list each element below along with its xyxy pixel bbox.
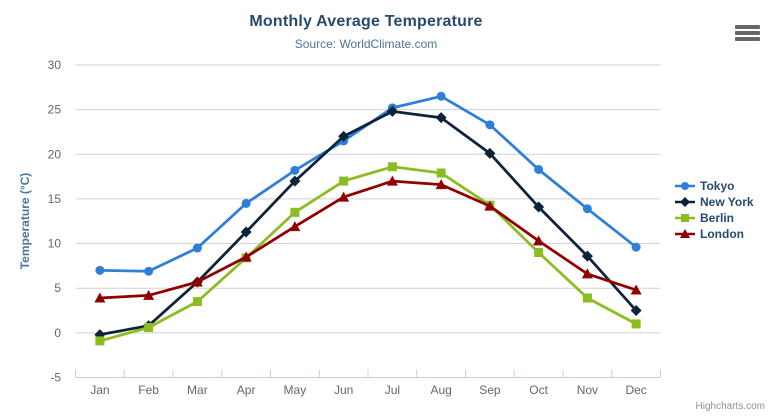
legend-item-berlin[interactable]: Berlin: [675, 210, 754, 226]
data-point-london-jun[interactable]: [338, 191, 350, 202]
data-point-new-york-aug[interactable]: [435, 112, 447, 124]
data-point-new-york-may[interactable]: [289, 175, 301, 187]
data-point-tokyo-sep[interactable]: [485, 120, 495, 130]
data-point-berlin-oct[interactable]: [534, 248, 544, 257]
square-marker-icon: [681, 214, 689, 222]
y-axis-label: 10: [48, 237, 62, 251]
chart-subtitle: Source: WorldClimate.com: [294, 37, 438, 51]
data-point-london-apr[interactable]: [240, 251, 252, 262]
series-line-new-york: [99, 110, 638, 336]
legend-item-london[interactable]: London: [675, 226, 754, 242]
data-point-tokyo-feb[interactable]: [144, 266, 154, 276]
data-point-london-feb[interactable]: [143, 289, 155, 300]
series-line-london: [99, 179, 637, 300]
legend-label: New York: [700, 195, 754, 209]
x-axis-label: Mar: [187, 383, 208, 397]
data-point-berlin-jul[interactable]: [387, 162, 397, 172]
data-point-berlin-aug[interactable]: [436, 168, 446, 178]
x-axis-label: Jun: [334, 383, 353, 397]
diamond-marker-icon: [680, 197, 690, 207]
data-point-london-oct[interactable]: [533, 235, 545, 246]
data-point-new-york-apr[interactable]: [240, 226, 252, 238]
y-axis-label: 5: [54, 281, 61, 295]
triangle-marker-icon: [680, 229, 690, 238]
x-axis-label: Feb: [138, 383, 159, 397]
data-point-new-york-jul[interactable]: [386, 105, 398, 117]
x-axis-label: Aug: [430, 383, 451, 397]
data-point-london-nov[interactable]: [581, 268, 593, 279]
data-point-new-york-jun[interactable]: [338, 130, 350, 142]
data-point-tokyo-jan[interactable]: [95, 265, 105, 275]
data-point-tokyo-may[interactable]: [290, 165, 300, 175]
y-axis-label: 0: [54, 326, 61, 340]
series-line-berlin: [99, 165, 637, 343]
chart-title: Monthly Average Temperature: [249, 13, 483, 30]
data-point-london-sep[interactable]: [484, 200, 496, 211]
x-axis-label: May: [284, 383, 307, 397]
data-point-tokyo-nov[interactable]: [582, 204, 592, 214]
y-axis-label: 30: [48, 58, 62, 72]
data-point-tokyo-aug[interactable]: [436, 91, 446, 101]
x-axis-label: Oct: [529, 383, 548, 397]
data-point-berlin-nov[interactable]: [582, 293, 592, 303]
data-point-berlin-mar[interactable]: [192, 297, 202, 307]
y-axis-label: 25: [48, 103, 62, 117]
export-menu-button[interactable]: [735, 21, 760, 45]
data-point-berlin-jan[interactable]: [95, 336, 105, 346]
data-point-berlin-may[interactable]: [290, 207, 300, 217]
circle-legend-icon: [675, 182, 695, 190]
data-point-new-york-nov[interactable]: [581, 250, 593, 262]
data-point-new-york-dec[interactable]: [630, 305, 642, 317]
y-axis-label: 20: [48, 147, 62, 161]
circle-marker-icon: [681, 182, 689, 190]
data-point-berlin-feb[interactable]: [144, 323, 154, 332]
data-point-tokyo-dec[interactable]: [631, 242, 641, 252]
x-axis-label: Jan: [90, 383, 109, 397]
data-point-london-jan[interactable]: [94, 292, 106, 303]
x-axis-label: Dec: [625, 383, 646, 397]
triangle-legend-icon: [675, 229, 695, 238]
y-axis-title: Temperature (°C): [18, 172, 32, 270]
x-axis-label: Nov: [577, 383, 598, 397]
legend-item-tokyo[interactable]: Tokyo: [675, 178, 754, 194]
data-point-tokyo-apr[interactable]: [241, 198, 251, 208]
y-axis-label: 15: [48, 192, 62, 206]
data-point-new-york-sep[interactable]: [484, 147, 496, 159]
data-point-london-jul[interactable]: [386, 175, 398, 186]
legend-label: Tokyo: [700, 179, 735, 193]
legend: Tokyo New York Berlin London: [675, 178, 754, 242]
legend-label: London: [700, 227, 744, 241]
diamond-legend-icon: [675, 197, 695, 207]
data-point-london-dec[interactable]: [630, 284, 642, 295]
data-point-berlin-dec[interactable]: [631, 319, 641, 329]
data-point-new-york-oct[interactable]: [533, 201, 545, 213]
y-axis-label: -5: [50, 371, 61, 385]
x-axis-label: Sep: [479, 383, 501, 397]
square-legend-icon: [675, 214, 695, 222]
data-point-tokyo-mar[interactable]: [192, 243, 202, 253]
hamburger-icon: [735, 25, 760, 41]
x-axis-label: Jul: [385, 383, 400, 397]
data-point-tokyo-oct[interactable]: [534, 164, 544, 174]
data-point-london-may[interactable]: [289, 221, 301, 232]
legend-item-new-york[interactable]: New York: [675, 194, 754, 210]
data-point-london-aug[interactable]: [435, 179, 447, 190]
x-axis-label: Apr: [237, 383, 256, 397]
credits-link[interactable]: Highcharts.com: [695, 401, 765, 412]
legend-label: Berlin: [700, 211, 735, 225]
data-point-berlin-jun[interactable]: [339, 176, 349, 186]
data-point-london-mar[interactable]: [191, 276, 203, 287]
